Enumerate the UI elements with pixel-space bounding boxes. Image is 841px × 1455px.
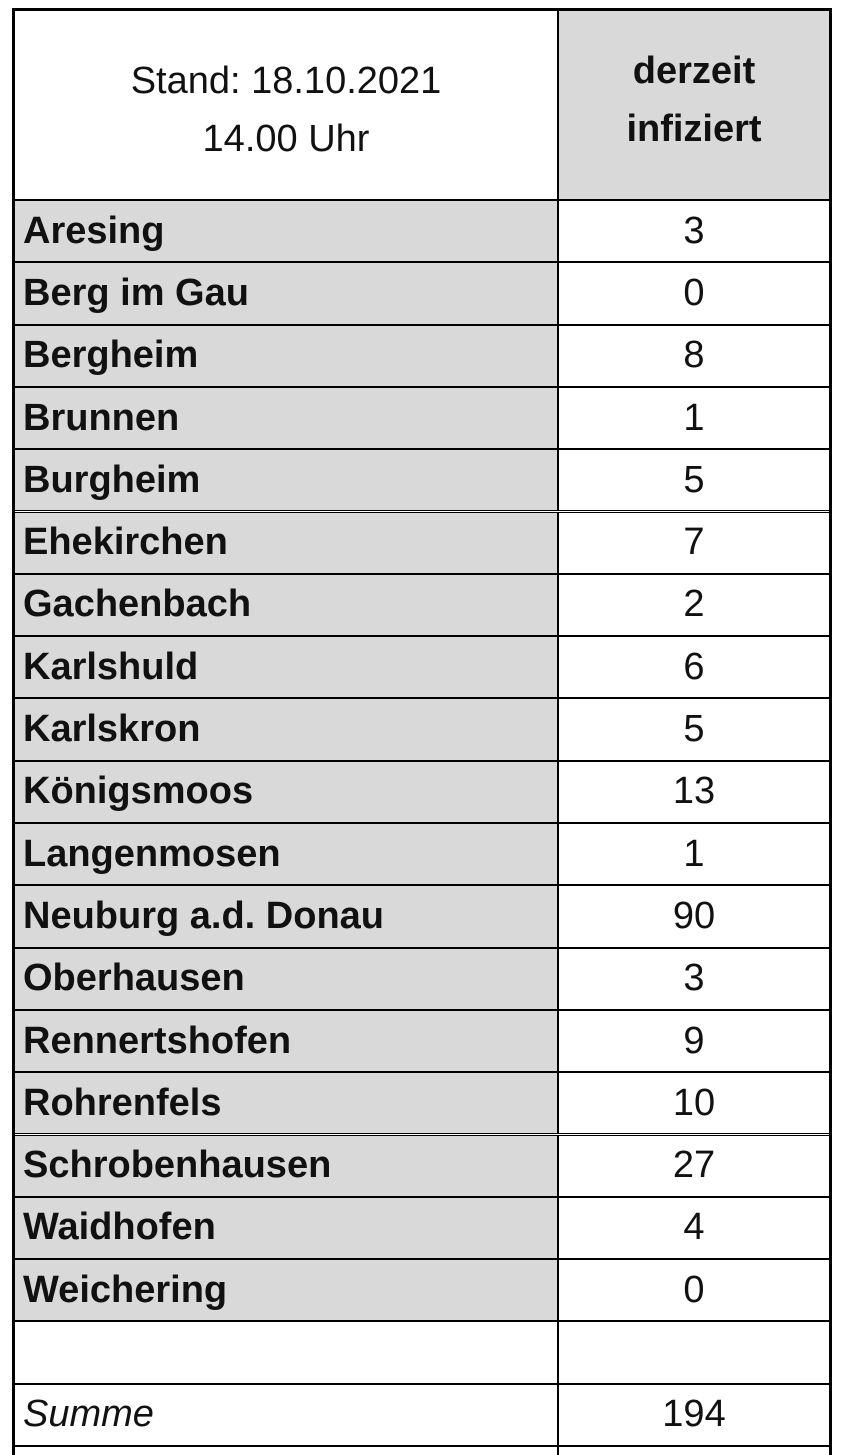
row-name: Berg im Gau — [14, 262, 558, 325]
row-name: Königsmoos — [14, 760, 558, 823]
row-name: Rohrenfels — [14, 1072, 558, 1135]
infected-count: 1 — [683, 832, 705, 875]
row-name: Weichering — [14, 1259, 558, 1322]
header-left: Stand: 18.10.2021 14.00 Uhr — [14, 10, 558, 200]
row-name: Langenmosen — [14, 823, 558, 886]
municipality: Waidhofen — [23, 1206, 216, 1249]
municipality: Burgheim — [23, 458, 201, 501]
row-value: 2 — [558, 573, 830, 637]
row-value: 10 — [558, 1072, 830, 1135]
empty-cell — [14, 1321, 558, 1384]
infected-count: 0 — [683, 1268, 705, 1311]
row-value: 7 — [558, 511, 830, 574]
row-value: 6 — [558, 636, 830, 699]
empty-cell — [558, 1321, 830, 1384]
header-right: derzeit infiziert — [558, 10, 830, 200]
row-value: 3 — [558, 200, 830, 263]
municipality: Langenmosen — [23, 832, 281, 875]
row-value: 8 — [558, 324, 830, 387]
municipality: Aresing — [23, 209, 165, 252]
infected-count: 5 — [683, 458, 705, 501]
infected-count: 7 — [683, 521, 705, 564]
row-name: Gachenbach — [14, 573, 558, 637]
infected-count: 27 — [672, 1144, 716, 1187]
row-name: Oberhausen — [14, 947, 558, 1010]
row-name: Karlshuld — [14, 636, 558, 699]
header-line: derzeit — [632, 50, 756, 92]
total-value-cell: 194 — [558, 1383, 830, 1446]
row-name: Ehekirchen — [14, 511, 558, 574]
row-name: Bergheim — [14, 324, 558, 387]
row-value: 13 — [558, 760, 830, 823]
row-name: Aresing — [14, 200, 558, 263]
row-value: 3 — [558, 947, 830, 1010]
row-name: Waidhofen — [14, 1196, 558, 1260]
row-value: 1 — [558, 386, 830, 450]
row-name: Karlskron — [14, 698, 558, 761]
municipality: Rennertshofen — [23, 1019, 292, 1062]
row-value: 0 — [558, 262, 830, 325]
row-value: 5 — [558, 698, 830, 761]
total-label-cell: Summe — [14, 1383, 558, 1446]
infected-count: 1 — [683, 396, 705, 439]
row-name: Neuburg a.d. Donau — [14, 885, 558, 948]
municipality: Karlskron — [23, 708, 201, 751]
municipality: Schrobenhausen — [23, 1144, 332, 1187]
infected-count: 9 — [683, 1019, 705, 1062]
infected-count: 3 — [683, 957, 705, 1000]
infected-count: 0 — [683, 271, 705, 314]
municipality: Bergheim — [23, 334, 199, 377]
infected-count: 8 — [683, 334, 705, 377]
row-value: 90 — [558, 885, 830, 948]
municipality: Weichering — [23, 1268, 228, 1311]
row-value: 27 — [558, 1134, 830, 1197]
infected-count: 2 — [683, 583, 705, 626]
municipality: Gachenbach — [23, 583, 252, 626]
row-value: 9 — [558, 1009, 830, 1073]
infected-count: 5 — [683, 708, 705, 751]
header-line: 14.00 Uhr — [202, 118, 370, 160]
municipality: Brunnen — [23, 396, 180, 439]
row-name: Schrobenhausen — [14, 1134, 558, 1197]
infected-count: 13 — [672, 770, 716, 813]
row-value: 4 — [558, 1196, 830, 1260]
infected-count: 4 — [683, 1206, 705, 1249]
header-line: infiziert — [626, 108, 762, 150]
infected-count: 10 — [672, 1081, 716, 1124]
row-value: 1 — [558, 823, 830, 886]
empty-cell — [14, 1446, 558, 1455]
infected-count: 90 — [672, 894, 716, 937]
municipality: Oberhausen — [23, 957, 245, 1000]
row-name: Brunnen — [14, 386, 558, 450]
municipality: Königsmoos — [23, 770, 254, 813]
municipality: Karlshuld — [23, 645, 199, 688]
municipality: Rohrenfels — [23, 1081, 222, 1124]
row-name: Burgheim — [14, 449, 558, 512]
row-value: 5 — [558, 449, 830, 512]
row-name: Rennertshofen — [14, 1009, 558, 1073]
municipality: Neuburg a.d. Donau — [23, 894, 384, 937]
header-line: Stand: 18.10.2021 — [130, 60, 442, 102]
empty-cell — [558, 1446, 830, 1455]
row-value: 0 — [558, 1259, 830, 1322]
municipality: Berg im Gau — [23, 271, 249, 314]
infected-count: 6 — [683, 645, 705, 688]
municipality: Ehekirchen — [23, 521, 228, 564]
total-label: Summe — [23, 1393, 154, 1436]
total-value: 194 — [662, 1393, 726, 1436]
infected-count: 3 — [683, 209, 705, 252]
